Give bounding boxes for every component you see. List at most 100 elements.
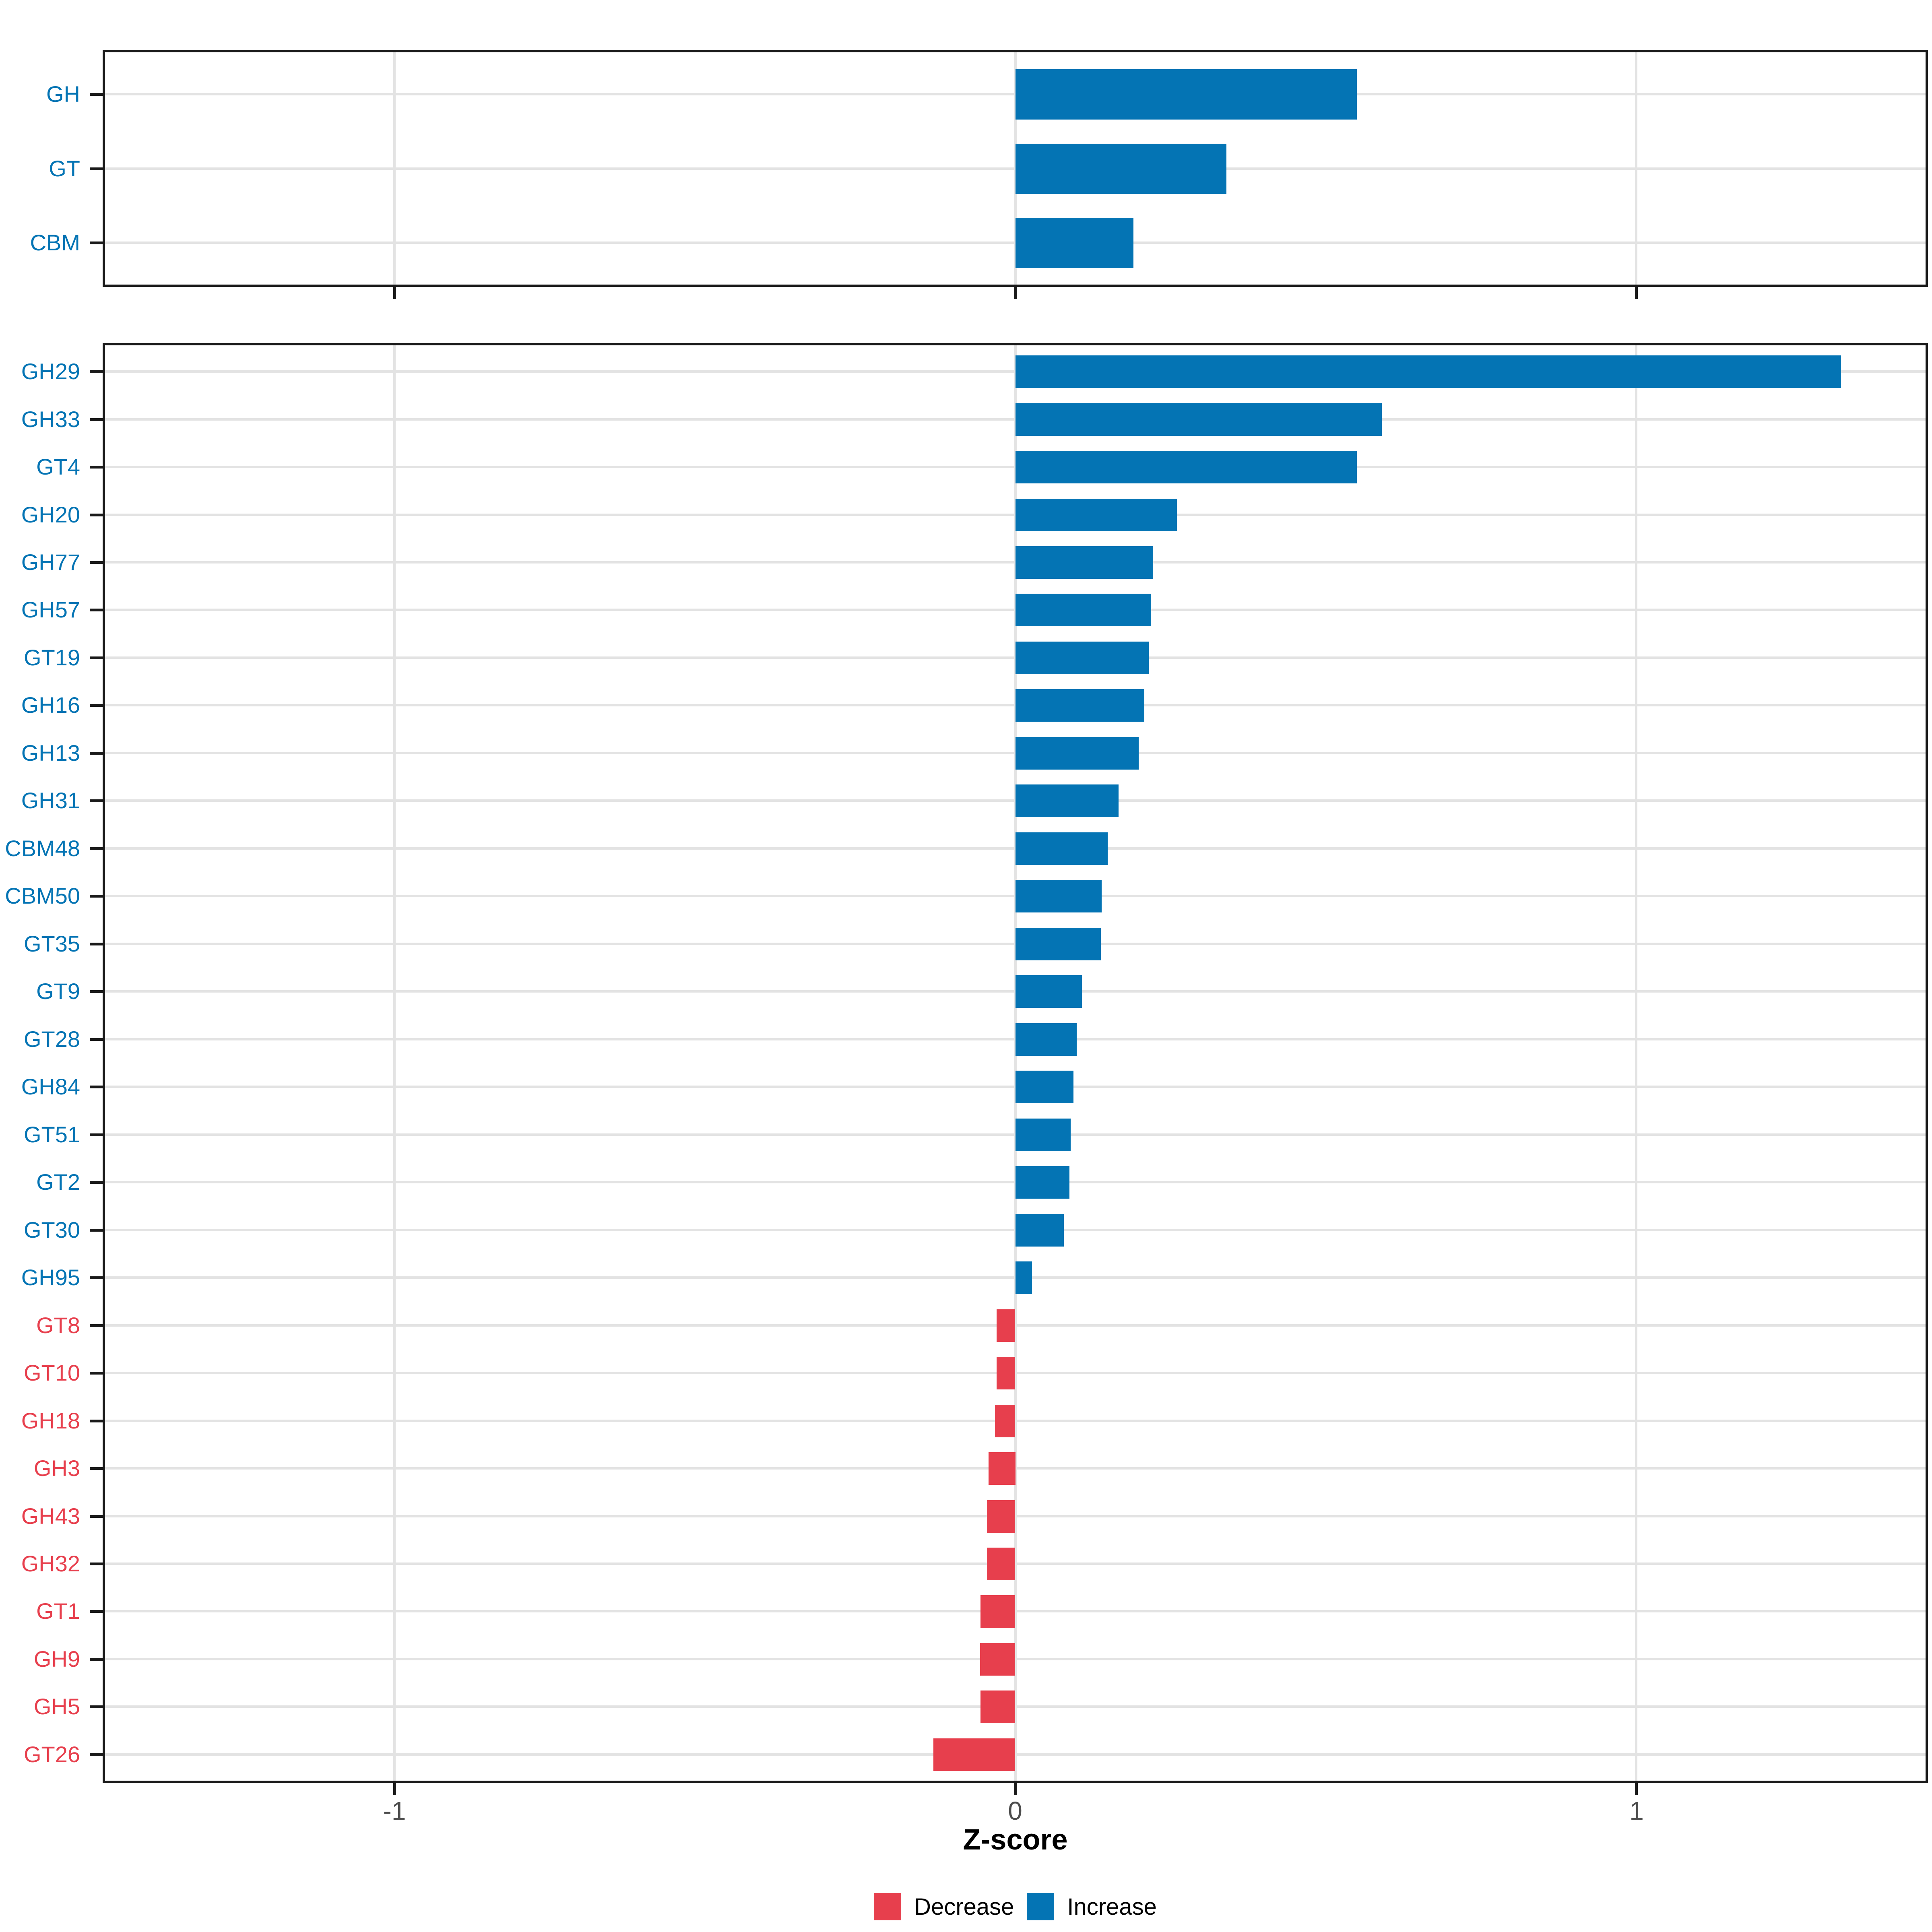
x-gridline-1 [1635,343,1638,1783]
y-tick-GT35 [90,943,103,945]
y-tick-CBM [90,242,103,244]
bar-CBM48 [1015,832,1108,865]
bar-GT9 [1015,975,1082,1008]
bar-GH5 [980,1690,1016,1723]
x-tick-label-minus1: -1 [383,1796,406,1825]
y-tick-GH32 [90,1563,103,1565]
bar-GH20 [1015,498,1177,531]
y-tick-GH29 [90,370,103,373]
category-label-CBM50: CBM50 [5,883,80,908]
y-tick-GH57 [90,609,103,611]
bar-GH57 [1015,593,1152,626]
y-tick-GT51 [90,1133,103,1136]
legend-label-decrease: Decrease [914,1893,1014,1920]
bar-GT26 [933,1738,1016,1771]
category-label-GT9: GT9 [36,978,80,1004]
x-gridline-0 [1014,343,1017,1783]
bar-CBM [1015,217,1133,268]
bar-GT30 [1015,1214,1064,1247]
category-label-GH31: GH31 [21,788,80,813]
bar-GH32 [987,1547,1016,1580]
bar-GT8 [997,1309,1016,1342]
y-tick-GH9 [90,1658,103,1661]
bar-GT1 [980,1595,1016,1628]
bar-GT2 [1015,1166,1069,1199]
y-tick-GH95 [90,1276,103,1279]
bar-GT28 [1015,1023,1077,1056]
category-label-GT2: GT2 [36,1169,80,1195]
bar-GH84 [1015,1070,1074,1103]
bar-GH13 [1015,737,1139,770]
category-label-GH20: GH20 [21,502,80,527]
bar-GH [1015,69,1357,120]
y-gridline-GT1 [103,1610,1928,1612]
category-label-GT4: GT4 [36,454,80,479]
category-label-GT: GT [49,156,80,181]
bar-CBM50 [1015,879,1102,912]
bar-GH33 [1015,403,1382,436]
category-label-GT30: GT30 [23,1217,80,1243]
y-tick-GT8 [90,1324,103,1327]
y-tick-GT19 [90,656,103,659]
category-label-GT19: GT19 [23,645,80,670]
category-label-GH16: GH16 [21,692,80,718]
bar-GH43 [987,1500,1016,1533]
y-tick-GH16 [90,704,103,707]
x-tick-label-zero: 0 [1008,1796,1022,1825]
y-tick-GT30 [90,1229,103,1232]
bar-GT35 [1015,927,1101,960]
y-tick-GH20 [90,514,103,516]
legend-swatch-decrease [874,1893,902,1920]
bar-GH9 [980,1643,1016,1676]
x-tick-0 [1014,287,1017,299]
bar-GH18 [995,1404,1016,1437]
y-tick-GT2 [90,1181,103,1184]
panel-border [103,343,1928,1783]
y-gridline-GT26 [103,1753,1928,1756]
x-axis-title: Z-score [963,1824,1068,1856]
category-label-GH: GH [46,81,80,107]
y-tick-GH [90,93,103,96]
category-label-GT28: GT28 [23,1026,80,1052]
x-tick-1 [1635,1783,1638,1795]
category-label-GH77: GH77 [21,549,80,575]
y-gridline-GH18 [103,1420,1928,1422]
category-label-GH32: GH32 [21,1551,80,1576]
y-tick-GH13 [90,752,103,755]
category-label-GT10: GT10 [23,1360,80,1385]
category-label-GH84: GH84 [21,1074,80,1099]
y-tick-GH33 [90,418,103,421]
bar-GH95 [1015,1261,1032,1294]
y-gridline-GH3 [103,1467,1928,1470]
category-label-GH57: GH57 [21,597,80,622]
category-label-GT51: GT51 [23,1122,80,1147]
y-tick-GH18 [90,1420,103,1422]
y-gridline-GH9 [103,1658,1928,1660]
y-tick-GH43 [90,1515,103,1518]
panel-cazyme-family-detail [103,343,1928,1783]
legend-label-increase: Increase [1067,1893,1157,1920]
y-gridline-GH32 [103,1563,1928,1565]
bar-GT10 [997,1356,1016,1389]
panel-border [103,50,1928,287]
category-label-GT8: GT8 [36,1313,80,1338]
x-tick-1 [1635,287,1638,299]
y-gridline-GT10 [103,1372,1928,1374]
category-label-GT35: GT35 [23,931,80,956]
y-tick-GT [90,167,103,170]
y-tick-CBM48 [90,847,103,850]
x-tick--1 [393,1783,396,1795]
y-gridline-GH5 [103,1705,1928,1708]
y-tick-GH5 [90,1705,103,1708]
x-tick-label-one: 1 [1629,1796,1644,1825]
category-label-GH5: GH5 [33,1694,80,1719]
y-tick-CBM50 [90,895,103,898]
category-label-GH13: GH13 [21,740,80,766]
bar-GH31 [1015,784,1119,817]
bar-GH3 [989,1452,1016,1485]
legend-swatch-increase [1027,1893,1055,1920]
y-tick-GT28 [90,1038,103,1041]
x-gridline--1 [393,343,396,1783]
legend: Decrease Increase [103,1893,1928,1920]
